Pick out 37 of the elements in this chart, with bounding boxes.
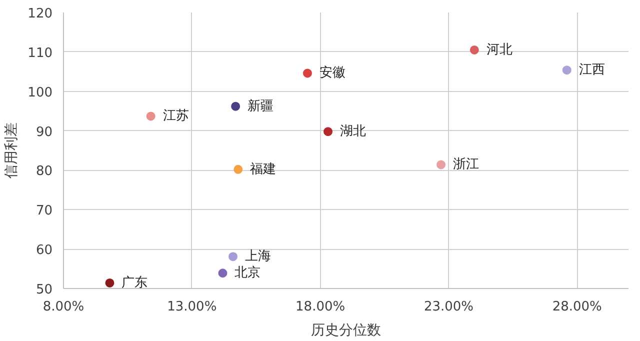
y-axis-title: 信用利差 (4, 122, 20, 178)
series-label: 安徽 (319, 64, 346, 81)
x-axis-title: 历史分位数 (311, 322, 381, 338)
y-tick-label: 120 (28, 6, 53, 22)
point (105, 278, 114, 288)
point (324, 127, 333, 136)
point (228, 252, 238, 262)
x-tick-label: 23.00% (424, 300, 474, 314)
point (302, 68, 312, 78)
y-tick-label: 100 (28, 85, 53, 100)
series-label: 北京 (234, 266, 261, 281)
y-tick-label: 110 (28, 46, 53, 61)
point (234, 164, 243, 174)
x-tick-label: 28.00% (552, 300, 602, 314)
y-tick-label: 90 (36, 124, 53, 140)
point (146, 112, 156, 121)
series-label: 河北 (486, 42, 512, 58)
series-label: 福建 (250, 162, 276, 177)
series-label: 新疆 (248, 98, 274, 114)
series-label: 江苏 (162, 108, 189, 124)
series-label: 湖北 (340, 124, 366, 140)
series-label: 上海 (245, 249, 271, 264)
point (436, 160, 446, 170)
x-tick-label: 8.00% (42, 300, 84, 314)
series-label: 浙江 (453, 157, 480, 172)
point (231, 102, 240, 111)
series-label: 广东 (122, 275, 148, 290)
point (218, 268, 228, 278)
x-tick-label: 18.00% (296, 300, 346, 314)
x-tick-label: 13.00% (167, 300, 217, 314)
y-tick-label: 80 (36, 164, 53, 180)
series-label: 江西 (578, 62, 605, 78)
point (562, 66, 572, 75)
point (470, 45, 479, 54)
y-tick-label: 70 (36, 204, 53, 219)
y-tick-label: 60 (36, 243, 53, 258)
y-tick-label: 50 (36, 282, 53, 298)
